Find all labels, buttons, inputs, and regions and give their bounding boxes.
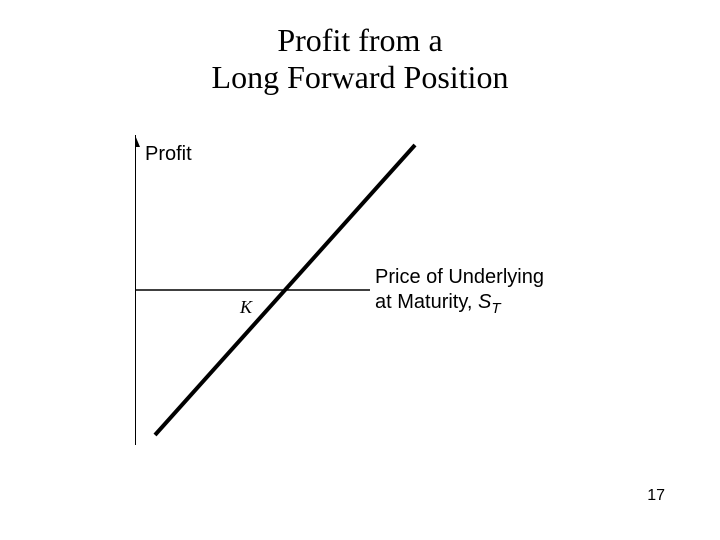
x-label-symbol: S	[478, 291, 491, 313]
page-number: 17	[647, 487, 665, 505]
x-label-line2-prefix: at Maturity,	[375, 291, 478, 313]
y-axis-label: Profit	[145, 143, 192, 166]
title-line2: Long Forward Position	[212, 59, 509, 95]
x-label-line1: Price of Underlying	[375, 266, 544, 288]
y-axis-arrow	[135, 135, 140, 147]
profit-chart: Profit K Price of Underlying at Maturity…	[135, 135, 595, 465]
x-label-subscript: T	[491, 300, 500, 317]
slide-title: Profit from a Long Forward Position	[0, 22, 720, 96]
strike-label: K	[240, 297, 252, 318]
x-axis-label: Price of Underlying at Maturity, ST	[375, 265, 544, 319]
title-line1: Profit from a	[277, 22, 442, 58]
